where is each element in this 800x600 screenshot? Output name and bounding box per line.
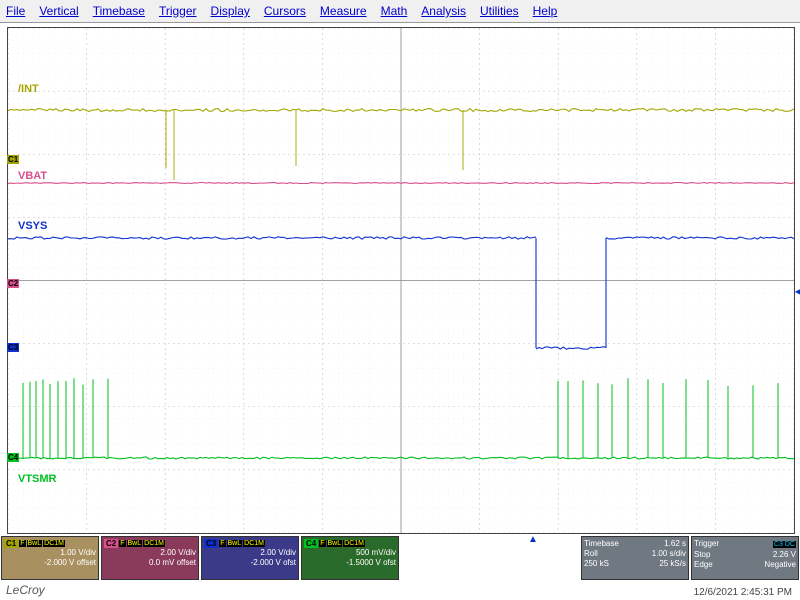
menu-display[interactable]: Display — [211, 4, 250, 18]
trigger-level-marker: ◀ — [795, 284, 800, 298]
tb-delay: 1.62 s — [664, 539, 686, 549]
ch-id: C3 — [204, 539, 218, 548]
tg-level: 2.26 V — [773, 550, 796, 560]
menu-measure[interactable]: Measure — [320, 4, 367, 18]
menu-timebase[interactable]: Timebase — [93, 4, 145, 18]
badge-c3: C3 — [773, 541, 784, 548]
vdiv: 500 mV/div — [304, 548, 396, 558]
menu-help[interactable]: Help — [533, 4, 558, 18]
channel-panel-c1[interactable]: C1FBwLDC1M1.00 V/div-2.000 V offset — [1, 536, 99, 580]
menu-analysis[interactable]: Analysis — [421, 4, 466, 18]
offset: -2.000 V ofst — [204, 558, 296, 568]
vdiv: 2.00 V/div — [204, 548, 296, 558]
badge-dc: DC — [784, 541, 796, 548]
gnd-flag-c4: C4 — [7, 453, 19, 462]
badge-f: F — [219, 540, 225, 547]
menu-vertical[interactable]: Vertical — [39, 4, 78, 18]
ch-id: C2 — [104, 539, 118, 548]
gnd-flag-c2: C2 — [7, 279, 19, 288]
badge-f: F — [19, 540, 25, 547]
badge-f: F — [119, 540, 125, 547]
menu-utilities[interactable]: Utilities — [480, 4, 519, 18]
timebase-panel[interactable]: Timebase 1.62 s Roll 1.00 s/div 250 kS 25 kS/… — [581, 536, 689, 580]
signal-label-c4: VTSMR — [16, 473, 59, 485]
logo: LeCroy — [6, 583, 45, 597]
channel-panel-c3[interactable]: C3FBwLDC1M2.00 V/div-2.000 V ofst — [201, 536, 299, 580]
menu-math[interactable]: Math — [381, 4, 408, 18]
tb-rate: 25 kS/s — [659, 559, 686, 569]
signal-label-c2: VBAT — [16, 170, 49, 182]
menu-cursors[interactable]: Cursors — [264, 4, 306, 18]
tg-title: Trigger — [694, 539, 719, 550]
tb-title: Timebase — [584, 539, 619, 549]
menu-file[interactable]: File — [6, 4, 25, 18]
channel-panel-c2[interactable]: C2FBwLDC1M2.00 V/div0.0 mV offset — [101, 536, 199, 580]
offset: 0.0 mV offset — [104, 558, 196, 568]
menu-trigger[interactable]: Trigger — [159, 4, 197, 18]
badge-bwl: BwL — [127, 540, 143, 547]
tg-type: Edge — [694, 560, 713, 570]
gnd-flag-c1: C1 — [7, 155, 19, 164]
badge-dc1m: DC1M — [43, 540, 65, 547]
signal-label-c1: /INT — [16, 83, 41, 95]
signal-label-c3: VSYS — [16, 220, 49, 232]
ch-id: C4 — [304, 539, 318, 548]
badge-dc1m: DC1M — [243, 540, 265, 547]
badge-bwl: BwL — [27, 540, 43, 547]
datetime: 12/6/2021 2:45:31 PM — [694, 587, 792, 598]
tg-slope: Negative — [764, 560, 796, 570]
channel-panel-c4[interactable]: C4FBwLDC1M500 mV/div-1.5000 V ofst — [301, 536, 399, 580]
vdiv: 2.00 V/div — [104, 548, 196, 558]
offset: -2.000 V offset — [4, 558, 96, 568]
ch-id: C1 — [4, 539, 18, 548]
badge-bwl: BwL — [327, 540, 343, 547]
tb-div: 1.00 s/div — [652, 549, 686, 559]
tg-mode: Stop — [694, 550, 710, 560]
badge-dc1m: DC1M — [343, 540, 365, 547]
badge-bwl: BwL — [227, 540, 243, 547]
tb-samples: 250 kS — [584, 559, 609, 569]
badge-f: F — [319, 540, 325, 547]
tb-roll: Roll — [584, 549, 598, 559]
gnd-flag-c3: C3 — [7, 343, 19, 352]
trigger-panel[interactable]: Trigger C3DC Stop 2.26 V Edge Negative — [691, 536, 799, 580]
badge-dc1m: DC1M — [143, 540, 165, 547]
offset: -1.5000 V ofst — [304, 558, 396, 568]
vdiv: 1.00 V/div — [4, 548, 96, 558]
